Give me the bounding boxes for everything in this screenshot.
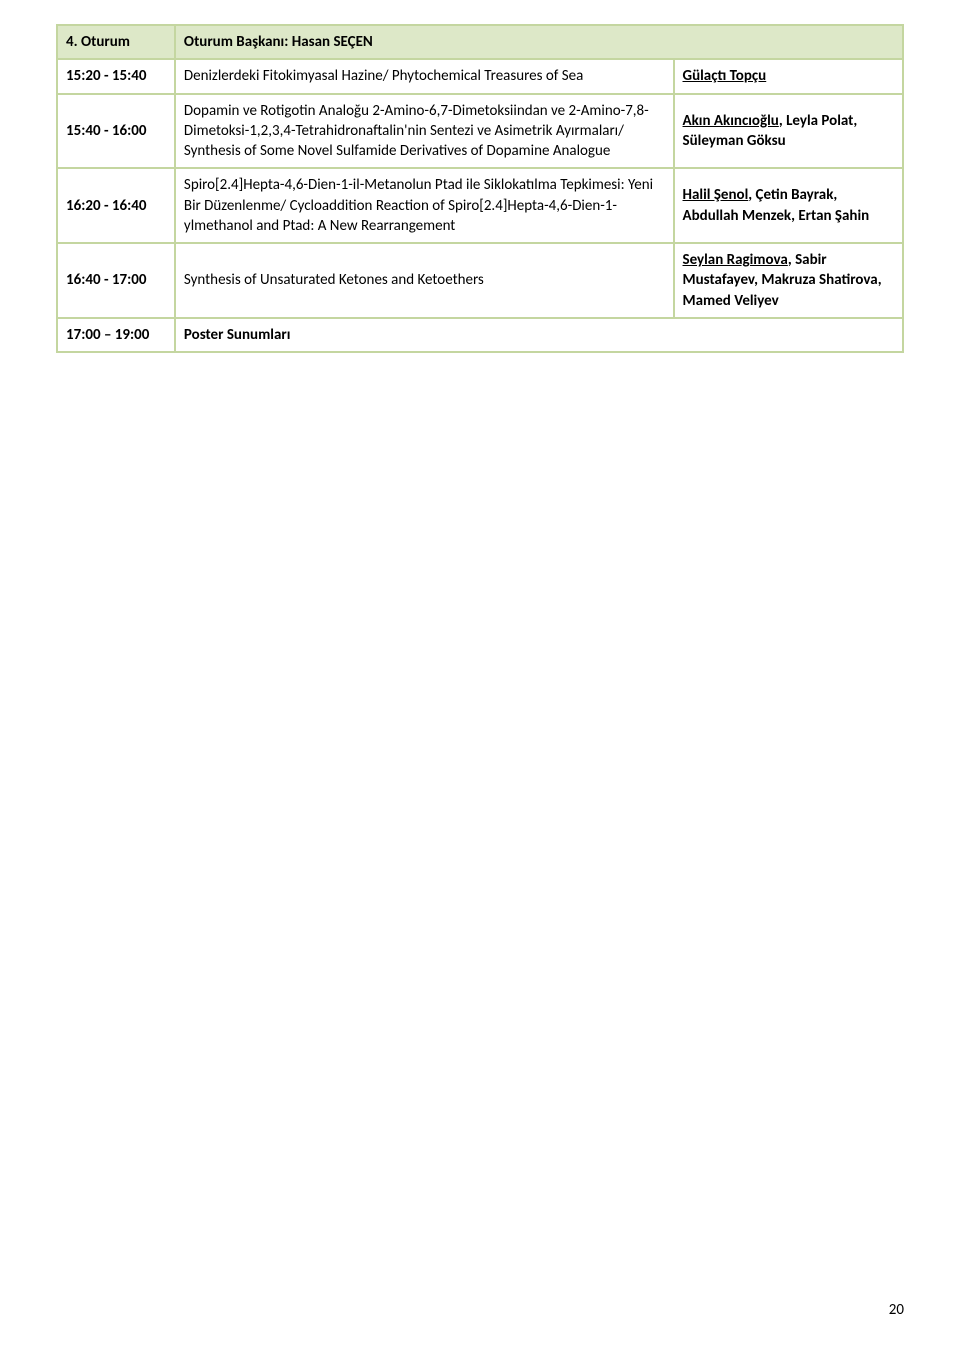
presenter-cell: Gülaçtı Topçu <box>674 59 903 93</box>
presenter-name: Gülaçtı Topçu <box>683 67 767 85</box>
session-chair-cell: Oturum Başkanı: Hasan SEÇEN <box>175 25 903 59</box>
time-cell: 16:20 - 16:40 <box>57 168 175 243</box>
time-cell: 15:40 - 16:00 <box>57 94 175 169</box>
poster-label: Poster Sunumları <box>184 326 290 344</box>
schedule-row: 17:00 – 19:00 Poster Sunumları <box>57 318 903 352</box>
page-number: 20 <box>889 1301 904 1319</box>
session-number-cell: 4. Oturum <box>57 25 175 59</box>
presenter-cell: Akın Akıncıoğlu, Leyla Polat, Süleyman G… <box>674 94 903 169</box>
session-header-row: 4. Oturum Oturum Başkanı: Hasan SEÇEN <box>57 25 903 59</box>
schedule-row: 16:40 - 17:00 Synthesis of Unsaturated K… <box>57 243 903 318</box>
description-cell: Dopamin ve Rotigotin Analoğu 2-Amino-6,7… <box>175 94 674 169</box>
time-cell: 16:40 - 17:00 <box>57 243 175 318</box>
presenter-cell: Seylan Ragimova, Sabir Mustafayev, Makru… <box>674 243 903 318</box>
schedule-row: 15:40 - 16:00 Dopamin ve Rotigotin Analo… <box>57 94 903 169</box>
schedule-row: 15:20 - 15:40 Denizlerdeki Fitokimyasal … <box>57 59 903 93</box>
description-cell: Denizlerdeki Fitokimyasal Hazine/ Phytoc… <box>175 59 674 93</box>
time-cell: 17:00 – 19:00 <box>57 318 175 352</box>
description-cell: Spiro[2.4]Hepta-4,6-Dien-1-il-Metanolun … <box>175 168 674 243</box>
time-cell: 15:20 - 15:40 <box>57 59 175 93</box>
schedule-table: 4. Oturum Oturum Başkanı: Hasan SEÇEN 15… <box>56 24 904 353</box>
presenter-name: Akın Akıncıoğlu <box>683 112 779 130</box>
description-cell: Synthesis of Unsaturated Ketones and Ket… <box>175 243 674 318</box>
description-cell: Poster Sunumları <box>175 318 903 352</box>
presenter-name: Seylan Ragimova <box>683 251 788 269</box>
schedule-row: 16:20 - 16:40 Spiro[2.4]Hepta-4,6-Dien-1… <box>57 168 903 243</box>
presenter-name: Halil Şenol <box>683 186 749 204</box>
presenter-cell: Halil Şenol, Çetin Bayrak, Abdullah Menz… <box>674 168 903 243</box>
